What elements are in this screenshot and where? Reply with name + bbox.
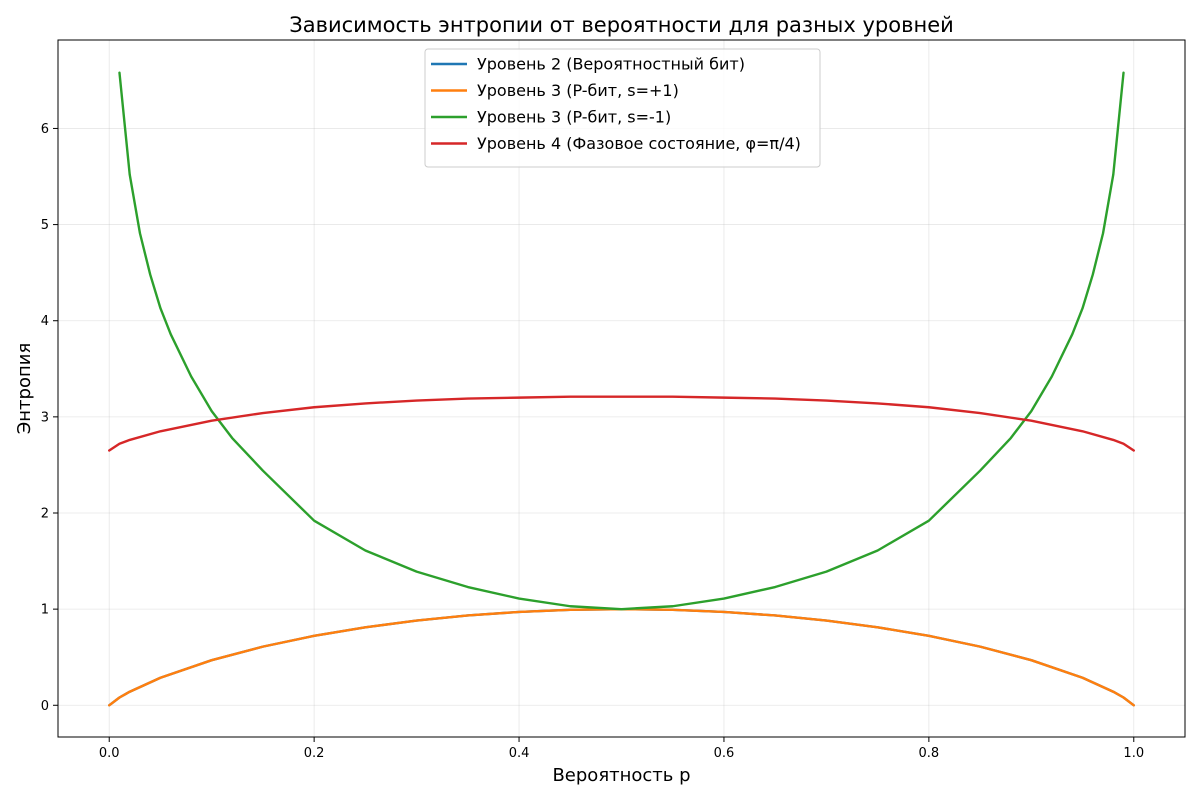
y-tick-label: 6	[41, 122, 49, 137]
x-tick-label: 0.0	[99, 746, 120, 761]
y-tick-label: 3	[41, 410, 49, 425]
y-tick-label: 2	[41, 506, 49, 521]
x-tick-label: 1.0	[1123, 746, 1144, 761]
plot-frame	[57, 39, 1186, 738]
x-tick-label: 0.8	[919, 746, 940, 761]
legend: Уровень 2 (Вероятностный бит) Уровень 3 (…	[424, 48, 821, 168]
series-lines	[108, 71, 1135, 707]
series-line-4	[108, 395, 1135, 452]
x-tick-label: 0.4	[509, 746, 530, 761]
axis-ticks: 0.0 0.2 0.4 0.6 0.8 1.0 0 1 2 3 4 5 6	[41, 122, 1144, 761]
legend-label: Уровень 3 (P-бит, s=+1)	[477, 81, 679, 100]
legend-label: Уровень 4 (Фазовое состояние, φ=π/4)	[477, 134, 801, 153]
x-axis-title: Вероятность p	[552, 765, 690, 786]
legend-box	[424, 48, 821, 168]
series-line-3	[118, 71, 1125, 611]
y-tick-label: 5	[41, 218, 49, 233]
x-tick-label: 0.6	[714, 746, 735, 761]
legend-label: Уровень 2 (Вероятностный бит)	[477, 55, 745, 74]
y-axis-title: Энтропия	[14, 343, 35, 435]
y-tick-label: 4	[41, 314, 49, 329]
chart-title: Зависимость энтропии от вероятности для …	[289, 13, 954, 37]
y-tick-label: 1	[41, 603, 49, 618]
x-tick-label: 0.2	[304, 746, 325, 761]
y-tick-label: 0	[41, 699, 49, 714]
legend-label: Уровень 3 (P-бит, s=-1)	[477, 108, 671, 127]
